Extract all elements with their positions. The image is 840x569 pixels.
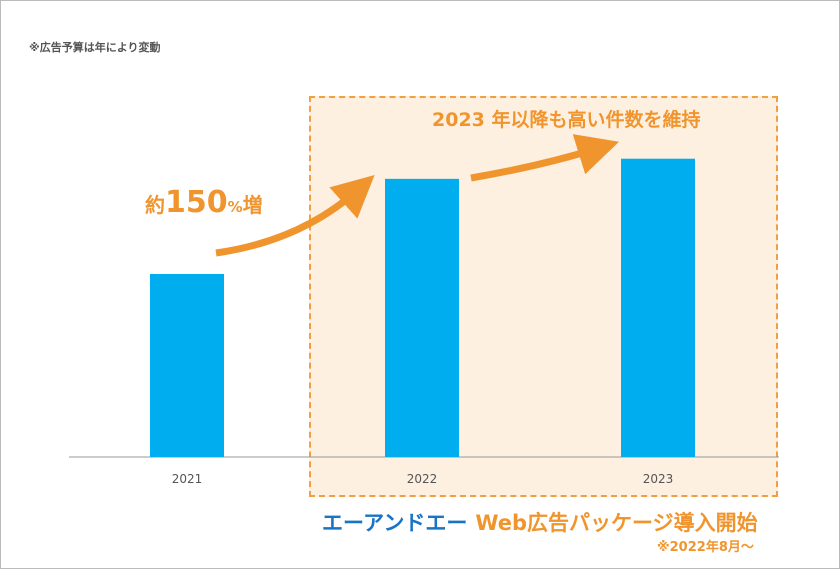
x-tick-label: 2023 bbox=[643, 472, 674, 486]
growth-suffix: 増 bbox=[242, 193, 263, 217]
bar-2022 bbox=[385, 178, 459, 457]
package-start: Web広告パッケージ導入開始 bbox=[475, 511, 758, 535]
budget-note: ※広告予算は年により変動 bbox=[29, 41, 161, 54]
growth-prefix: 約 bbox=[145, 193, 165, 217]
growth-arrow bbox=[215, 174, 375, 257]
growth-value: 150 bbox=[165, 185, 228, 220]
bar-2021 bbox=[150, 274, 224, 457]
x-tick-label: 2021 bbox=[172, 472, 203, 486]
since-date: ※2022年8月～ bbox=[657, 540, 754, 555]
footer-title: エーアンドエー Web広告パッケージ導入開始 bbox=[322, 507, 758, 537]
growth-unit: % bbox=[227, 198, 243, 216]
x-tick-label: 2022 bbox=[407, 472, 438, 486]
growth-annotation: 約150%増 bbox=[145, 185, 263, 220]
company-name: エーアンドエー bbox=[322, 511, 468, 535]
maintain-arrow bbox=[470, 134, 620, 182]
maintain-annotation: 2023 年以降も高い件数を維持 bbox=[432, 109, 701, 131]
bar-2023 bbox=[621, 158, 695, 457]
